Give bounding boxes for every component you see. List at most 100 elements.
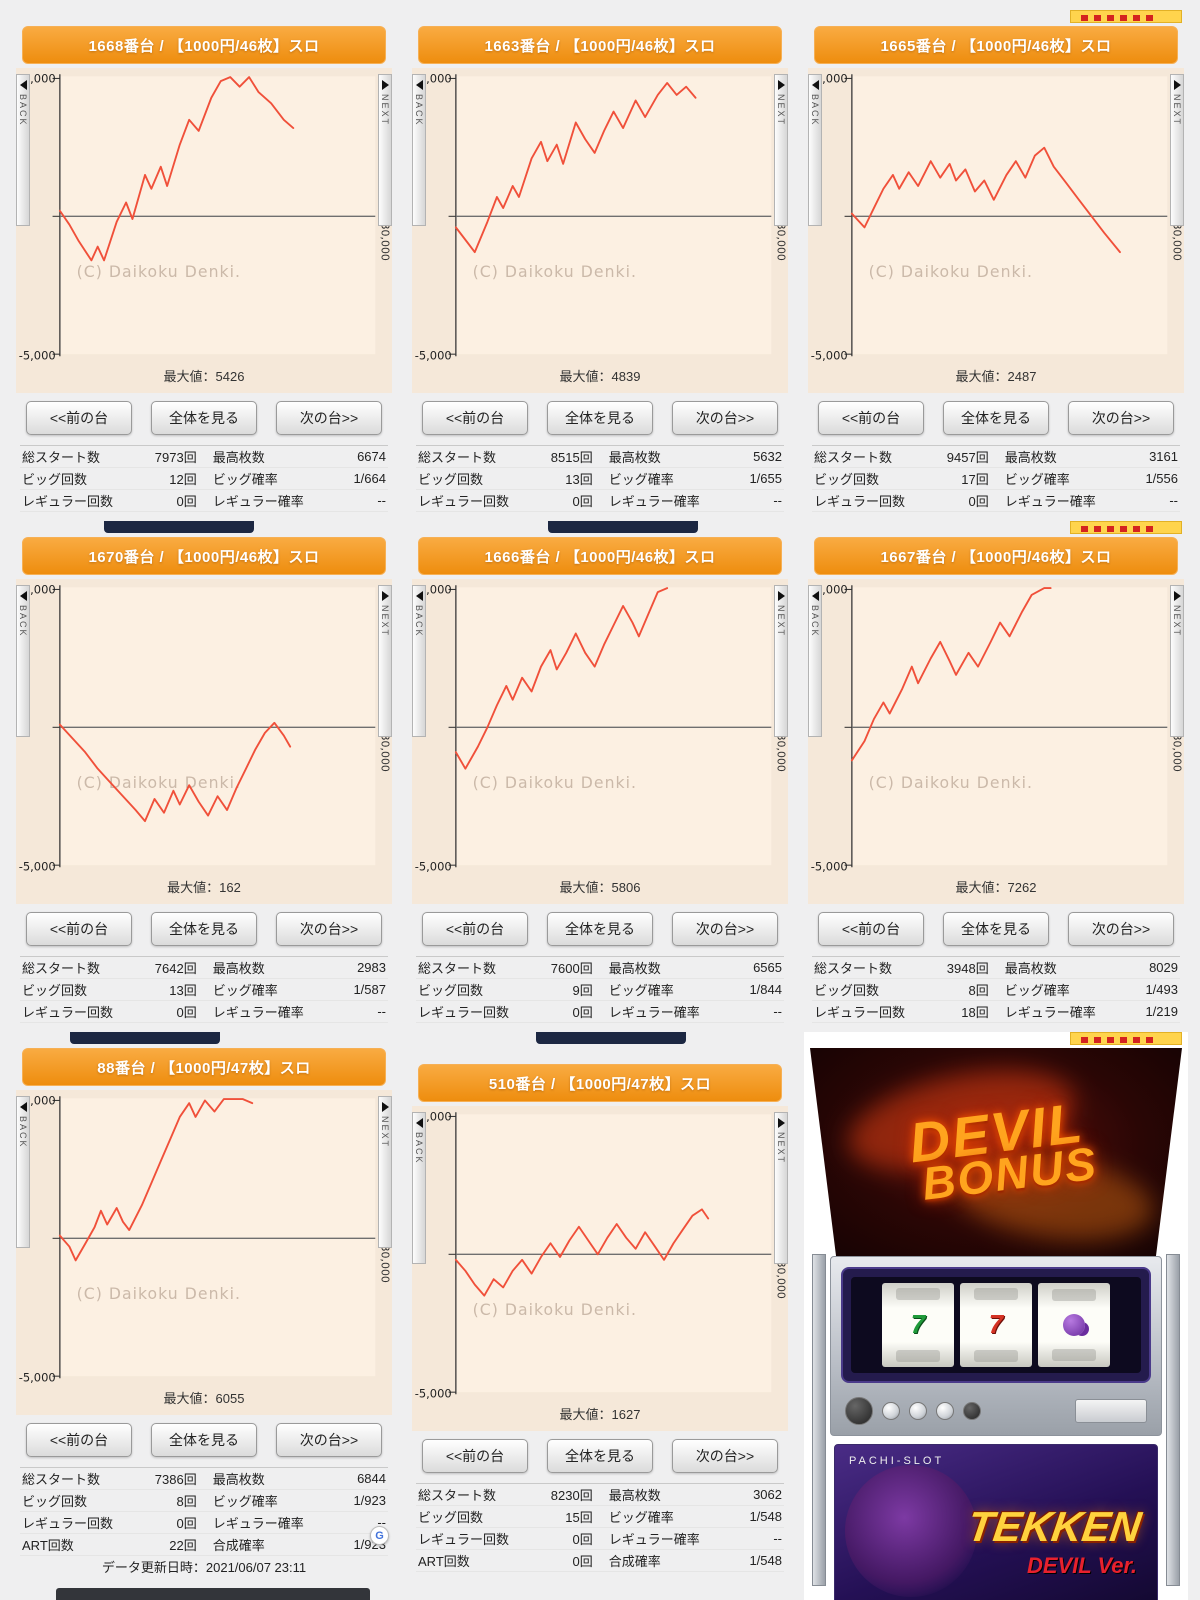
next-tab[interactable]: NEXT <box>378 1096 392 1248</box>
stat-value: 6674 <box>357 448 386 464</box>
stat-row: 総スタート数 9457回 最高枚数 3161 <box>812 446 1180 468</box>
nav-buttons: <<前の台 全体を見る 次の台>> <box>12 393 396 435</box>
next-machine-button[interactable]: 次の台>> <box>672 1438 778 1473</box>
stat-label: 最高枚数 <box>608 960 661 976</box>
next-machine-button[interactable]: 次の台>> <box>1068 400 1174 435</box>
stat-value: 1/923 <box>353 1492 386 1508</box>
next-tab[interactable]: NEXT <box>1170 74 1184 226</box>
machine-cabinet: 7 7 <box>830 1256 1162 1436</box>
stat-row: 総スタート数 7973回 最高枚数 6674 <box>20 446 388 468</box>
view-all-button[interactable]: 全体を見る <box>547 911 653 946</box>
stat-label: レギュラー回数 <box>418 1004 510 1020</box>
next-tab[interactable]: NEXT <box>774 74 788 226</box>
stat-value: 1/664 <box>353 470 386 486</box>
fragment-slot <box>408 10 792 26</box>
stat-row: 総スタート数 7600回 最高枚数 6565 <box>416 957 784 979</box>
stat-label: 最高枚数 <box>212 449 265 465</box>
next-machine-button[interactable]: 次の台>> <box>276 1422 382 1457</box>
stats-table: 総スタート数 8515回 最高枚数 5632 ビッグ回数 13回 ビッグ確率 1… <box>416 444 784 513</box>
stat-row: 総スタート数 7386回 最高枚数 6844 <box>20 1468 388 1490</box>
next-machine-button[interactable]: 次の台>> <box>672 911 778 946</box>
watermark: (C) Daikoku Denki. <box>77 773 242 792</box>
reel-symbol-blur <box>896 1350 940 1363</box>
next-machine-button[interactable]: 次の台>> <box>1068 911 1174 946</box>
nav-buttons: <<前の台 全体を見る 次の台>> <box>12 904 396 946</box>
cabinet-rail-left <box>812 1254 826 1586</box>
stat-label: 最高枚数 <box>608 449 661 465</box>
y-max-label: 5,000 <box>419 583 452 597</box>
next-tab[interactable]: NEXT <box>378 74 392 226</box>
prev-machine-button[interactable]: <<前の台 <box>26 1422 132 1457</box>
reel-frame: 7 7 <box>841 1267 1151 1383</box>
prev-machine-button[interactable]: <<前の台 <box>818 911 924 946</box>
max-value-label: 最大値：4839 <box>559 368 641 384</box>
stat-row: ART回数 9回 合成確率 1/556 <box>812 512 1180 513</box>
stat-value: 0回 <box>176 493 197 509</box>
back-tab[interactable]: BACK <box>808 74 822 226</box>
back-tab[interactable]: BACK <box>808 585 822 737</box>
stat-value: 1/219 <box>1145 1003 1178 1019</box>
next-tab[interactable]: NEXT <box>774 585 788 737</box>
stat-value: -- <box>773 1530 782 1546</box>
stat-label: 総スタート数 <box>418 449 497 465</box>
payout-line-chart: 5,000 -5,000 (C) Daikoku Denki. 30,000 <box>19 72 392 363</box>
view-all-button[interactable]: 全体を見る <box>943 911 1049 946</box>
nav-buttons: <<前の台 全体を見る 次の台>> <box>804 904 1188 946</box>
stat-value: 18回 <box>961 1004 989 1020</box>
next-machine-button[interactable]: 次の台>> <box>276 911 382 946</box>
view-all-button[interactable]: 全体を見る <box>151 400 257 435</box>
next-tab[interactable]: NEXT <box>774 1112 788 1264</box>
payout-line-chart: 5,000 -5,000 (C) Daikoku Denki. 30,000 <box>811 72 1184 363</box>
reel-symbol-blur <box>1052 1289 1096 1302</box>
view-all-button[interactable]: 全体を見る <box>547 400 653 435</box>
back-label: BACK <box>810 605 820 638</box>
x-end-label: 30,000 <box>379 223 392 261</box>
stat-label: ビッグ回数 <box>418 1509 484 1525</box>
back-tab[interactable]: BACK <box>16 585 30 737</box>
stats-table: 総スタート数 7600回 最高枚数 6565 ビッグ回数 9回 ビッグ確率 1/… <box>416 955 784 1024</box>
back-arrow-icon <box>19 80 27 90</box>
view-all-button[interactable]: 全体を見る <box>943 400 1049 435</box>
next-tab[interactable]: NEXT <box>378 585 392 737</box>
prev-machine-button[interactable]: <<前の台 <box>422 400 528 435</box>
watermark: (C) Daikoku Denki. <box>473 1300 638 1319</box>
machine-bottom-art: PACHI-SLOT TEKKEN DEVIL Ver. <box>834 1444 1158 1600</box>
next-label: NEXT <box>1172 94 1182 127</box>
view-all-button[interactable]: 全体を見る <box>151 911 257 946</box>
back-tab[interactable]: BACK <box>16 74 30 226</box>
g-badge[interactable]: G <box>370 1526 389 1545</box>
next-tab[interactable]: NEXT <box>1170 585 1184 737</box>
y-min-label: -5,000 <box>811 859 848 873</box>
stats-table: 総スタート数 7642回 最高枚数 2983 ビッグ回数 13回 ビッグ確率 1… <box>20 955 388 1024</box>
back-arrow-icon <box>19 1102 27 1112</box>
back-tab[interactable]: BACK <box>412 74 426 226</box>
view-all-button[interactable]: 全体を見る <box>547 1438 653 1473</box>
stat-value: 2983 <box>357 959 386 975</box>
next-machine-button[interactable]: 次の台>> <box>672 400 778 435</box>
max-value-label: 最大値：1627 <box>559 1406 641 1422</box>
stat-value: -- <box>377 1514 386 1530</box>
prev-machine-button[interactable]: <<前の台 <box>422 911 528 946</box>
next-arrow-icon <box>1173 80 1181 90</box>
stat-value: 22回 <box>169 1537 197 1553</box>
stat-label: 総スタート数 <box>22 449 101 465</box>
back-tab[interactable]: BACK <box>412 585 426 737</box>
prev-machine-button[interactable]: <<前の台 <box>422 1438 528 1473</box>
stat-value: -- <box>773 1003 782 1019</box>
prev-machine-button[interactable]: <<前の台 <box>26 400 132 435</box>
back-label: BACK <box>810 94 820 127</box>
stat-row: 総スタート数 3948回 最高枚数 8029 <box>812 957 1180 979</box>
back-tab[interactable]: BACK <box>16 1096 30 1248</box>
prev-machine-button[interactable]: <<前の台 <box>26 911 132 946</box>
clipped-banner-fragment <box>1070 1032 1182 1045</box>
stat-value: 3161 <box>1149 448 1178 464</box>
panel-title: 1667番台 / 【1000円/46枚】スロ <box>814 537 1178 575</box>
back-tab[interactable]: BACK <box>412 1112 426 1264</box>
next-machine-button[interactable]: 次の台>> <box>276 400 382 435</box>
max-value-label: 最大値：162 <box>167 879 241 895</box>
machine-panel-1665: 1665番台 / 【1000円/46枚】スロ BACK NEXT 5,000 -… <box>804 10 1188 513</box>
payout-series <box>58 721 292 823</box>
prev-machine-button[interactable]: <<前の台 <box>818 400 924 435</box>
view-all-button[interactable]: 全体を見る <box>151 1422 257 1457</box>
stat-value: 0回 <box>572 493 593 509</box>
